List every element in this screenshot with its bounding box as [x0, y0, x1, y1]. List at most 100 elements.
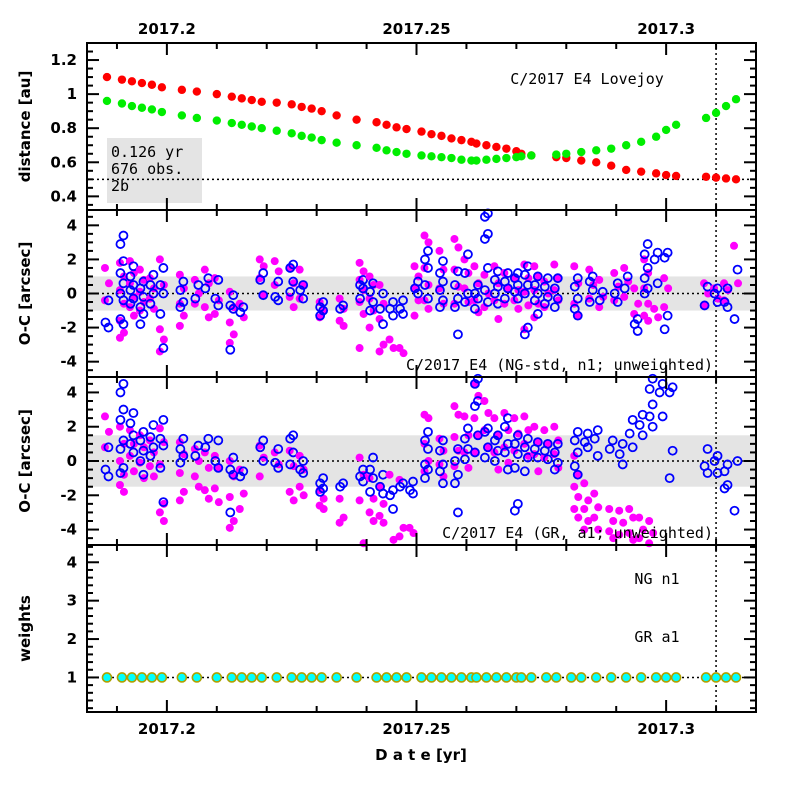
- dec-residual-point: [522, 433, 533, 444]
- dec-residual-point: [709, 456, 720, 466]
- ra-residual-point: [585, 265, 594, 274]
- dec-residual-point: [463, 288, 473, 299]
- distance-point-red: [492, 142, 501, 152]
- dec-residual-point: [542, 454, 553, 465]
- ra-residual-point: [190, 472, 199, 481]
- ra-residual-point: [235, 505, 244, 513]
- ra-residual-point: [454, 243, 463, 252]
- distance-point-red: [402, 124, 411, 134]
- info-box-line: 2b: [111, 177, 129, 195]
- dec-residual-point: [572, 426, 583, 437]
- dec-residual-point: [582, 428, 593, 439]
- distance-point-green: [527, 151, 536, 160]
- weight-point: [590, 672, 602, 683]
- dec-residual-point: [103, 322, 114, 333]
- dec-residual-point: [158, 497, 169, 508]
- dec-residual-point: [609, 288, 620, 299]
- distance-point-red: [137, 78, 147, 88]
- dec-residual-point: [584, 276, 595, 287]
- ra-residual-point: [700, 301, 709, 310]
- ra-residual-point: [484, 409, 493, 417]
- ra-residual-point: [554, 274, 563, 283]
- dec-residual-point: [315, 486, 326, 497]
- y-tick-label: -4: [60, 353, 77, 371]
- weight-point: [306, 672, 317, 683]
- weight-point: [246, 672, 258, 683]
- dec-residual-point: [719, 483, 730, 494]
- ra-residual-point: [355, 344, 364, 353]
- distance-point-red: [447, 134, 456, 143]
- dec-residual-point: [702, 468, 713, 478]
- ra-residual-point: [450, 433, 459, 441]
- dec-residual-point: [135, 435, 146, 446]
- weight-point: [331, 672, 342, 683]
- dec-residual-point: [155, 309, 166, 319]
- ra-residual-point: [450, 402, 459, 411]
- dec-residual-point: [502, 438, 513, 449]
- distance-point-green: [651, 132, 661, 141]
- dec-residual-point: [148, 442, 159, 453]
- dec-residual-point: [647, 373, 658, 384]
- dec-residual-point: [732, 456, 743, 466]
- weight-point: [191, 672, 203, 683]
- dec-residual-point: [228, 290, 239, 301]
- dec-residual-point: [125, 418, 136, 429]
- distance-point-green: [447, 153, 456, 163]
- ra-residual-point: [229, 517, 238, 525]
- dec-residual-point: [125, 271, 136, 282]
- dec-residual-point: [470, 378, 480, 389]
- y-tick-label: 1: [67, 668, 77, 686]
- dec-residual-point: [549, 464, 560, 475]
- dec-residual-point: [512, 293, 523, 304]
- dec-residual-point: [552, 293, 563, 304]
- ra-residual-point: [155, 508, 164, 517]
- dec-residual-point: [103, 295, 114, 306]
- ra-residual-point: [295, 482, 304, 491]
- ra-residual-point: [135, 265, 144, 274]
- dec-residual-point: [539, 298, 550, 309]
- y-tick-label: 2: [67, 630, 77, 648]
- distance-point-red: [592, 158, 601, 167]
- ra-residual-point: [470, 414, 479, 423]
- distance-point-red: [287, 100, 296, 109]
- dec-residual-point: [423, 245, 433, 256]
- ra-residual-point: [295, 265, 304, 274]
- weight-point: [550, 672, 562, 683]
- ra-residual-point: [484, 443, 493, 452]
- dec-residual-point: [542, 273, 553, 284]
- dec-residual-point: [115, 387, 126, 398]
- distance-point-red: [502, 144, 511, 153]
- distance-point-red: [701, 172, 711, 181]
- distance-point-green: [721, 101, 731, 111]
- ra-residual-point: [225, 523, 234, 532]
- dec-residual-point: [699, 300, 710, 311]
- ra-residual-point: [660, 303, 669, 312]
- dec-residual-point: [435, 445, 445, 456]
- ra-residual-point: [574, 470, 583, 479]
- y-tick-label: 4: [67, 553, 77, 571]
- ra-residual-point: [259, 291, 268, 300]
- weight-point: [236, 672, 248, 683]
- dec-residual-point: [522, 280, 533, 290]
- distance-point-green: [307, 133, 316, 142]
- dec-residual-point: [460, 433, 470, 444]
- dec-residual-point: [435, 285, 445, 295]
- dec-residual-point: [395, 481, 405, 492]
- dec-residual-point: [624, 428, 635, 439]
- dec-residual-point: [118, 378, 129, 389]
- dec-residual-point: [148, 269, 159, 280]
- ra-residual-point: [574, 493, 583, 501]
- ra-residual-point: [594, 503, 603, 512]
- dec-residual-point: [258, 290, 269, 301]
- distance-point-green: [517, 152, 526, 161]
- ra-residual-point: [514, 304, 523, 313]
- dec-residual-point: [539, 445, 550, 456]
- dec-residual-point: [659, 324, 670, 335]
- ra-residual-point: [574, 311, 583, 320]
- ra-residual-point: [285, 487, 294, 496]
- ra-residual-point: [574, 513, 583, 522]
- ra-residual-point: [595, 275, 604, 284]
- ra-residual-point: [225, 493, 234, 501]
- dec-residual-point: [657, 411, 668, 422]
- dec-residual-point: [729, 505, 740, 516]
